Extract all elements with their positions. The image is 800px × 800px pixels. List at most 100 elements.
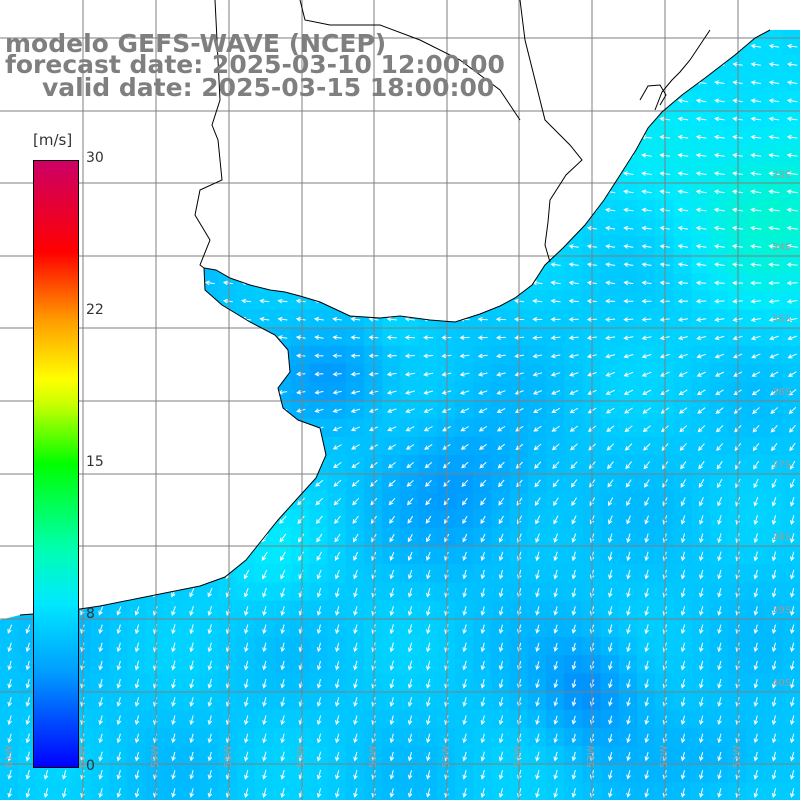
wind-arrow [771,442,778,452]
speed-cell [345,655,365,674]
wind-arrow [407,642,413,653]
wind-arrow [790,642,795,653]
speed-cell [273,273,292,292]
wind-arrow [280,606,285,617]
wind-arrow [116,588,122,598]
speed-cell [382,600,401,620]
wind-arrow [350,244,361,249]
wind-arrow [696,335,707,341]
wind-arrow [224,533,232,543]
speed-cell [546,455,565,474]
wind-arrow [768,62,780,67]
wind-arrow [477,316,488,322]
speed-cell [746,637,765,656]
speed-cell [91,782,110,800]
wind-arrow [532,30,543,31]
speed-cell [673,400,693,420]
speed-cell [728,509,747,529]
wind-arrow [204,298,215,304]
speed-cell [163,691,183,711]
speed-cell [746,345,765,365]
speed-cell [600,691,620,711]
speed-cell [746,127,765,147]
wind-arrow [280,569,286,580]
wind-arrow [626,751,631,762]
wind-arrow [680,678,686,689]
speed-cell [546,618,565,638]
wind-arrow [424,479,432,487]
wind-arrow [25,660,31,671]
speed-cell [546,236,565,256]
speed-cell [218,764,238,784]
speed-cell [91,564,110,583]
speed-cell [764,0,783,19]
speed-cell [728,564,747,583]
speed-cell [254,546,274,565]
speed-cell [309,345,329,365]
speed-cell [254,582,274,602]
wind-arrow [407,587,413,598]
wind-arrow [480,588,486,598]
wind-arrow [350,189,361,195]
wind-arrow [751,371,761,377]
speed-cell [145,728,165,747]
wind-arrow [204,335,215,340]
wind-arrow [22,389,33,395]
wind-arrow [699,660,704,671]
wind-arrow [462,551,467,561]
speed-cell [546,546,565,565]
wind-arrow [477,30,488,31]
speed-cell [709,291,729,310]
wind-arrow [332,171,343,176]
wind-arrow [680,788,686,798]
wind-arrow [552,8,561,12]
wind-arrow [277,153,288,158]
wind-arrow [677,98,689,104]
speed-cell [728,491,747,511]
wind-arrow [750,134,762,140]
speed-cell [746,709,765,729]
speed-cell [18,673,37,693]
wind-arrow [534,479,541,488]
wind-arrow [168,408,179,413]
speed-cell [691,200,711,219]
wind-arrow [332,225,343,231]
wind-arrow [423,298,434,304]
speed-cell [291,182,310,201]
wind-arrow [189,678,194,689]
speed-cell [637,436,656,456]
wind-arrow [498,642,504,653]
speed-cell [473,127,492,147]
wind-arrow [386,280,397,286]
wind-arrow [786,30,798,31]
speed-cell [127,345,147,365]
wind-arrow [790,660,795,671]
speed-cell [55,0,74,19]
speed-cell [764,455,784,474]
speed-cell [145,418,165,438]
speed-cell [710,0,729,19]
wind-arrow [750,207,762,213]
wind-arrow [699,497,704,507]
speed-cell [327,509,347,529]
wind-arrow [790,733,795,744]
wind-arrow [426,533,431,543]
speed-cell [0,273,19,292]
speed-cell [236,327,256,347]
wind-arrow [680,624,686,635]
speed-cell [91,546,110,565]
wind-arrow [608,751,613,762]
wind-arrow [605,389,615,395]
speed-cell [527,309,547,329]
speed-cell [345,273,365,292]
speed-cell [345,236,365,256]
lon-label: 58W [223,745,234,768]
wind-arrow [608,515,613,525]
speed-cell [91,182,110,201]
wind-arrow [353,769,358,780]
speed-cell [182,145,201,165]
wind-arrow [680,733,686,744]
speed-cell [527,764,547,784]
colorbar-tick-15: 15 [86,454,104,470]
speed-cell [600,709,620,729]
